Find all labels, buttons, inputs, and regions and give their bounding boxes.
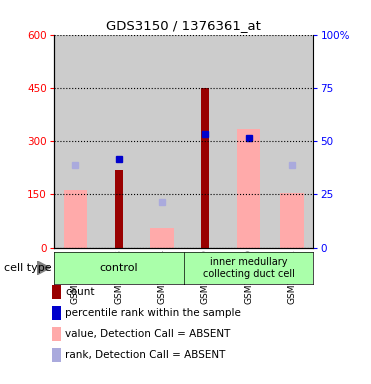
Bar [201,88,209,248]
Bar [150,228,174,248]
Bar [140,35,184,248]
Bar [63,190,87,248]
Text: cell type: cell type [4,263,51,273]
Text: inner medullary
collecting duct cell: inner medullary collecting duct cell [203,257,295,279]
Bar [54,35,97,248]
Bar [237,129,260,248]
Text: rank, Detection Call = ABSENT: rank, Detection Call = ABSENT [65,350,225,360]
Bar [280,193,304,248]
Polygon shape [37,261,50,275]
Text: control: control [99,263,138,273]
Bar [115,170,122,248]
Bar [184,35,227,248]
Text: percentile rank within the sample: percentile rank within the sample [65,308,241,318]
Text: value, Detection Call = ABSENT: value, Detection Call = ABSENT [65,329,230,339]
Bar [97,35,140,248]
Text: count: count [65,287,95,297]
Title: GDS3150 / 1376361_at: GDS3150 / 1376361_at [106,19,261,32]
Bar [270,35,313,248]
Bar [227,35,270,248]
